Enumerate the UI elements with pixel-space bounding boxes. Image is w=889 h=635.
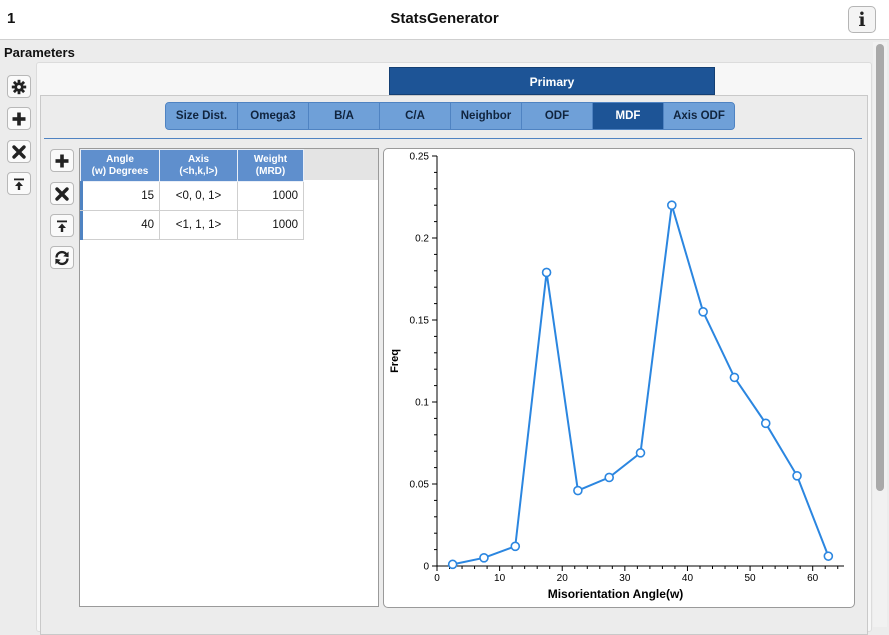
tab-b-a[interactable]: B/A <box>309 103 380 129</box>
mdf-plot: 0 0.05 0.1 0.15 0.2 0.25 0 10 20 30 40 50 60 Misorien… <box>389 152 844 601</box>
add-button[interactable] <box>7 107 31 130</box>
y-tick-label: 0.1 <box>415 398 429 409</box>
mdf-table: Angle (w) Degrees Axis (<h,k,l>) Weight (MR… <box>80 149 304 240</box>
table-row[interactable]: 15 <0, 0, 1> 1000 <box>80 181 304 211</box>
data-point <box>635 448 646 458</box>
mdf-chart: 0 0.05 0.1 0.15 0.2 0.25 0 10 20 30 40 50 60 Misorien… <box>383 148 855 608</box>
tab-omega3[interactable]: Omega3 <box>238 103 309 129</box>
tab-c-a[interactable]: C/A <box>380 103 451 129</box>
axis-cell[interactable]: <0, 0, 1> <box>159 181 238 211</box>
x-tick-label: 0 <box>434 573 440 584</box>
table-header-filler <box>298 149 378 180</box>
tab-primary[interactable]: Primary <box>389 67 715 95</box>
data-point <box>573 485 583 496</box>
plus-icon <box>12 112 26 125</box>
window-title: StatsGenerator <box>390 10 499 27</box>
parameters-label: Parameters <box>4 45 75 60</box>
info-icon: i <box>858 9 866 31</box>
y-tick-label: 0.2 <box>415 234 429 245</box>
y-tick-label: 0 <box>423 562 429 573</box>
y-tick-label: 0.05 <box>410 480 430 491</box>
angle-cell[interactable]: 15 <box>80 181 160 211</box>
upload-icon <box>57 220 67 232</box>
x-tick-label: 50 <box>745 573 757 584</box>
close-icon <box>12 144 26 159</box>
data-point <box>447 559 458 570</box>
data-point <box>729 372 740 383</box>
data-point <box>760 418 771 429</box>
y-tick-label: 0.15 <box>410 316 430 327</box>
series-line <box>452 204 830 566</box>
tab-size-dist[interactable]: Size Dist. <box>166 103 238 129</box>
data-point <box>698 307 708 317</box>
data-point <box>667 200 677 211</box>
delete-row-button[interactable] <box>50 182 74 205</box>
y-tick-label: 0.25 <box>410 152 430 163</box>
upload-button[interactable] <box>7 172 31 195</box>
refresh-button[interactable] <box>50 246 74 269</box>
tab-neighbor[interactable]: Neighbor <box>451 103 522 129</box>
title-bar: 1 StatsGenerator i <box>0 0 889 40</box>
data-point <box>604 472 614 483</box>
column-header-angle[interactable]: Angle (w) Degrees <box>80 149 160 182</box>
x-axis-label: Misorientation Angle(w) <box>548 587 684 601</box>
weight-cell[interactable]: 1000 <box>237 210 304 240</box>
tab-separator <box>44 138 862 139</box>
x-tick-label: 60 <box>807 573 819 584</box>
row-selection-marker <box>80 181 83 210</box>
plus-icon <box>55 154 69 167</box>
table-row[interactable]: 40 <1, 1, 1> 1000 <box>80 210 304 240</box>
data-point <box>479 552 489 563</box>
y-axis-label: Freq <box>389 349 401 373</box>
remove-button[interactable] <box>7 140 31 163</box>
tab-axis-odf[interactable]: Axis ODF <box>664 103 734 129</box>
data-point <box>541 267 552 278</box>
data-point <box>792 470 802 481</box>
gear-icon <box>11 79 27 94</box>
data-point <box>510 541 521 552</box>
scrollbar-thumb[interactable] <box>876 44 884 491</box>
stats-tabbar: Size Dist. Omega3 B/A C/A Neighbor ODF M… <box>165 102 735 130</box>
x-tick-label: 10 <box>494 573 506 584</box>
tab-mdf[interactable]: MDF <box>593 103 664 129</box>
close-icon <box>55 186 69 201</box>
axis-cell[interactable]: <1, 1, 1> <box>159 210 238 240</box>
info-button[interactable]: i <box>848 6 876 33</box>
refresh-icon <box>55 250 69 265</box>
data-point <box>823 551 834 561</box>
column-header-weight[interactable]: Weight (MRD) <box>237 149 304 182</box>
x-tick-label: 20 <box>557 573 569 584</box>
angle-cell[interactable]: 40 <box>80 210 160 240</box>
x-tick-label: 30 <box>619 573 631 584</box>
upload-icon <box>14 178 24 190</box>
add-row-button[interactable] <box>50 149 74 172</box>
weight-cell[interactable]: 1000 <box>237 181 304 211</box>
window-number: 1 <box>7 10 16 27</box>
x-tick-label: 40 <box>682 573 694 584</box>
column-header-axis[interactable]: Axis (<h,k,l>) <box>159 149 238 182</box>
load-mdf-button[interactable] <box>50 214 74 237</box>
settings-button[interactable] <box>7 75 31 98</box>
row-selection-marker <box>80 211 83 240</box>
tab-odf[interactable]: ODF <box>522 103 593 129</box>
